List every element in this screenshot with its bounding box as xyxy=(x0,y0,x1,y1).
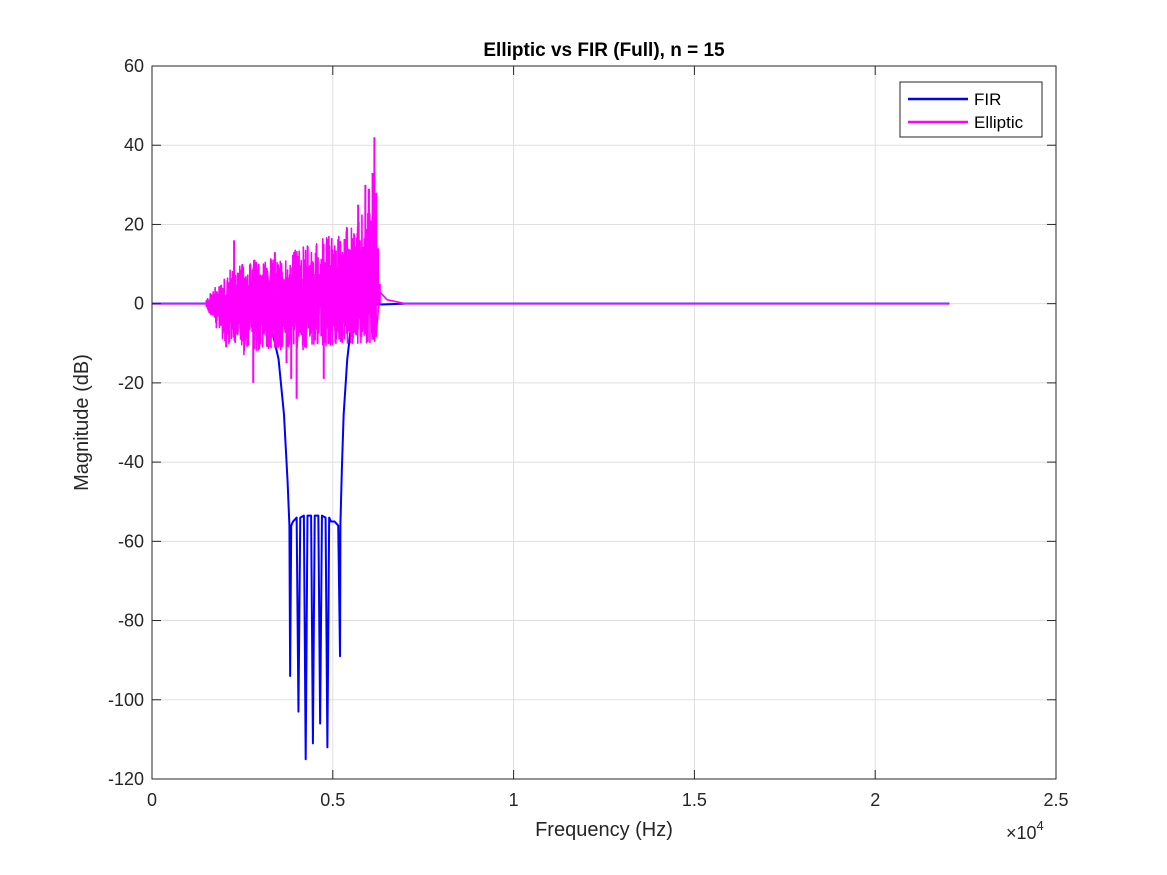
y-tick-label: 20 xyxy=(124,214,144,234)
plot-area xyxy=(152,66,1056,779)
x-axis-label: Frequency (Hz) xyxy=(535,819,673,841)
x-tick-label: 2 xyxy=(870,790,880,810)
axis-ticks xyxy=(151,65,1057,780)
chart-title: Elliptic vs FIR (Full), n = 15 xyxy=(483,40,725,61)
legend-label-elliptic: Elliptic xyxy=(974,113,1024,132)
x-tick-label: 1.5 xyxy=(682,790,707,810)
legend-label-fir: FIR xyxy=(974,90,1001,109)
x-tick-label: 0 xyxy=(147,790,157,810)
y-tick-label: 60 xyxy=(124,56,144,76)
x-axis-exponent: ×104 xyxy=(1006,818,1044,843)
y-tick-label: -60 xyxy=(118,531,144,551)
series-layer xyxy=(152,137,950,761)
y-tick-label: -40 xyxy=(118,452,144,472)
y-tick-label: -80 xyxy=(118,611,144,631)
y-tick-label: 0 xyxy=(134,294,144,314)
series-elliptic-line xyxy=(152,202,950,356)
legend: FIR Elliptic xyxy=(899,81,1043,138)
y-tick-label: -120 xyxy=(108,769,144,789)
y-tick-label: -100 xyxy=(108,690,144,710)
y-tick-labels: -120 -100 -80 -60 -40 -20 0 20 40 60 xyxy=(108,56,144,789)
x-tick-label: 0.5 xyxy=(320,790,345,810)
x-tick-labels: 0 0.5 1 1.5 2 2.5 xyxy=(147,790,1069,810)
y-axis-label: Magnitude (dB) xyxy=(71,354,93,491)
plot-frame xyxy=(151,65,1057,780)
grid-lines xyxy=(151,65,1057,780)
y-tick-label: -20 xyxy=(118,373,144,393)
x-tick-label: 2.5 xyxy=(1043,790,1068,810)
legend-box xyxy=(899,81,1043,138)
y-tick-label: 40 xyxy=(124,135,144,155)
x-tick-label: 1 xyxy=(509,790,519,810)
series-fir-line xyxy=(152,302,950,761)
